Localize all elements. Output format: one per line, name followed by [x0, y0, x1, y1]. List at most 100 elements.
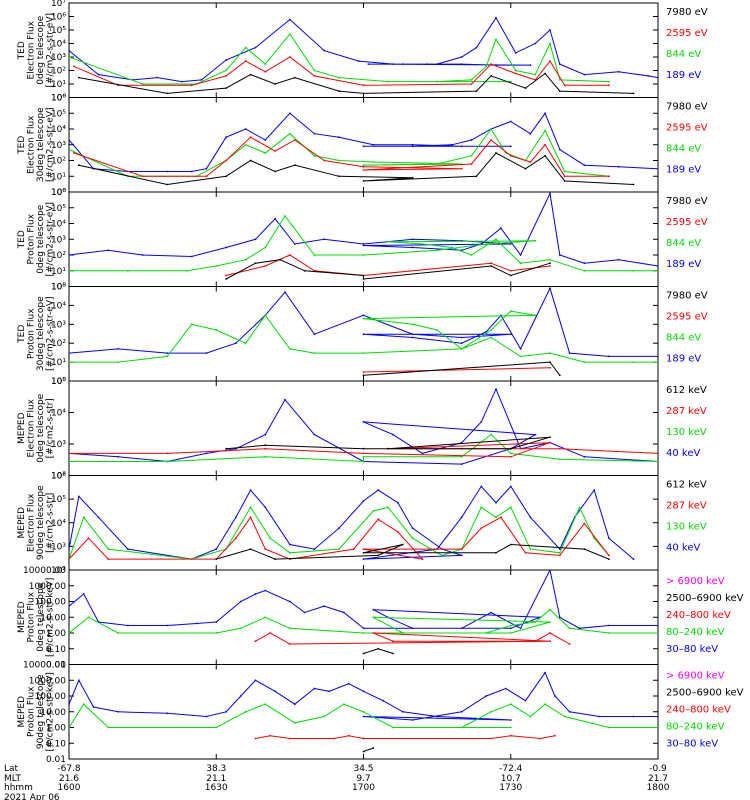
data-point — [460, 710, 463, 713]
y-tick-label: 10⁰ — [51, 377, 66, 387]
y-axis-label: 30deg telescope — [36, 296, 46, 371]
series-line-green — [69, 128, 609, 177]
data-point — [632, 92, 635, 95]
legend-entry: 2595 eV — [666, 217, 708, 228]
data-point — [82, 703, 85, 706]
data-point — [495, 501, 497, 504]
legend-entry: 130 keV — [666, 522, 707, 533]
data-point — [583, 455, 586, 458]
data-point — [485, 65, 488, 68]
data-point — [470, 154, 473, 157]
data-point — [166, 712, 169, 715]
panel-7: 0.01 0.10 1.00 10.00 100.00 1000.00 10000.00 ME… — [17, 566, 744, 671]
data-point — [313, 254, 316, 256]
data-point — [264, 246, 267, 249]
data-point — [166, 355, 169, 358]
y-tick-label: 10⁷ — [51, 0, 66, 9]
y-tick-label: 10³ — [51, 320, 66, 330]
x-row-label: Lat — [4, 764, 19, 774]
y-axis-label: 0deg telescope — [36, 204, 46, 274]
data-point — [289, 254, 291, 256]
data-point — [264, 589, 267, 592]
data-point — [549, 352, 551, 354]
data-point — [289, 551, 291, 554]
data-point — [632, 183, 635, 186]
legend-entry: 2500–6900 keV — [666, 688, 744, 699]
data-point — [225, 278, 228, 280]
data-point — [549, 42, 551, 45]
y-tick-label: 0.10 — [46, 739, 66, 749]
data-point — [92, 706, 95, 708]
data-point — [117, 710, 119, 713]
y-axis-label: [#/cm2-s-str] — [45, 398, 55, 458]
data-point — [69, 139, 70, 141]
data-point — [558, 548, 561, 550]
data-point — [509, 485, 512, 488]
data-point — [451, 246, 453, 249]
data-point — [264, 265, 267, 267]
data-point — [558, 374, 561, 377]
data-point — [549, 441, 551, 444]
series-line-black — [78, 72, 634, 94]
series-line-blue — [69, 570, 658, 629]
y-tick-label: 10² — [51, 67, 66, 77]
data-point — [460, 554, 463, 557]
data-point — [387, 506, 389, 509]
panel-2: 10⁰ 10¹ 10² 10³ 10⁴ 10⁵ 10⁶ TED Electron Flux 30d… — [17, 94, 708, 199]
data-point — [69, 460, 70, 463]
series-line-green — [69, 506, 610, 560]
y-tick-label: 10.00 — [40, 708, 66, 718]
series-line-black — [216, 543, 610, 560]
y-tick-label: 0.01 — [46, 755, 66, 765]
data-point — [264, 444, 267, 447]
y-tick-label: 10⁵ — [51, 283, 66, 293]
data-point — [509, 543, 512, 546]
data-point — [264, 152, 267, 154]
data-point — [362, 333, 365, 336]
series-line-red — [73, 56, 609, 86]
legend-entry: 7980 eV — [666, 196, 708, 207]
x-tick-lat: -0.9 — [649, 764, 667, 774]
data-point — [362, 352, 365, 354]
y-tick-label: 10⁵ — [51, 109, 66, 119]
data-point — [274, 83, 276, 85]
data-point — [69, 254, 70, 256]
data-point — [343, 611, 345, 614]
data-point — [500, 227, 502, 230]
y-tick-label: 10⁵ — [51, 495, 66, 505]
data-point — [608, 80, 610, 83]
x-row-label: hhmm — [4, 783, 33, 793]
data-point — [313, 75, 316, 77]
data-point — [73, 65, 75, 68]
y-tick-label: 1000.00 — [29, 676, 66, 686]
data-point — [205, 167, 208, 170]
y-tick-label: 100.00 — [35, 692, 67, 702]
data-point — [313, 333, 316, 336]
data-point — [254, 640, 257, 643]
data-point — [549, 366, 551, 369]
data-point — [436, 249, 438, 252]
data-point — [411, 333, 414, 336]
y-tick-label: 100.00 — [35, 598, 67, 608]
panel-frame — [68, 97, 659, 193]
data-point — [608, 355, 610, 358]
data-point — [460, 627, 463, 630]
data-point — [69, 56, 70, 58]
data-point — [608, 624, 610, 627]
data-point — [269, 632, 272, 634]
data-point — [362, 652, 365, 655]
data-point — [544, 703, 546, 706]
data-point — [225, 274, 228, 277]
legend-entry: 30–80 keV — [666, 739, 718, 750]
data-point — [225, 449, 228, 452]
legend-entry: 189 eV — [666, 70, 701, 81]
series-line-blue — [69, 112, 658, 172]
series-line-red — [73, 136, 609, 177]
data-point — [514, 69, 517, 72]
data-point — [195, 622, 198, 625]
series-line-blue — [69, 286, 658, 357]
data-point — [362, 244, 365, 247]
data-point — [436, 163, 438, 165]
data-point — [372, 143, 375, 146]
data-point — [274, 558, 276, 560]
